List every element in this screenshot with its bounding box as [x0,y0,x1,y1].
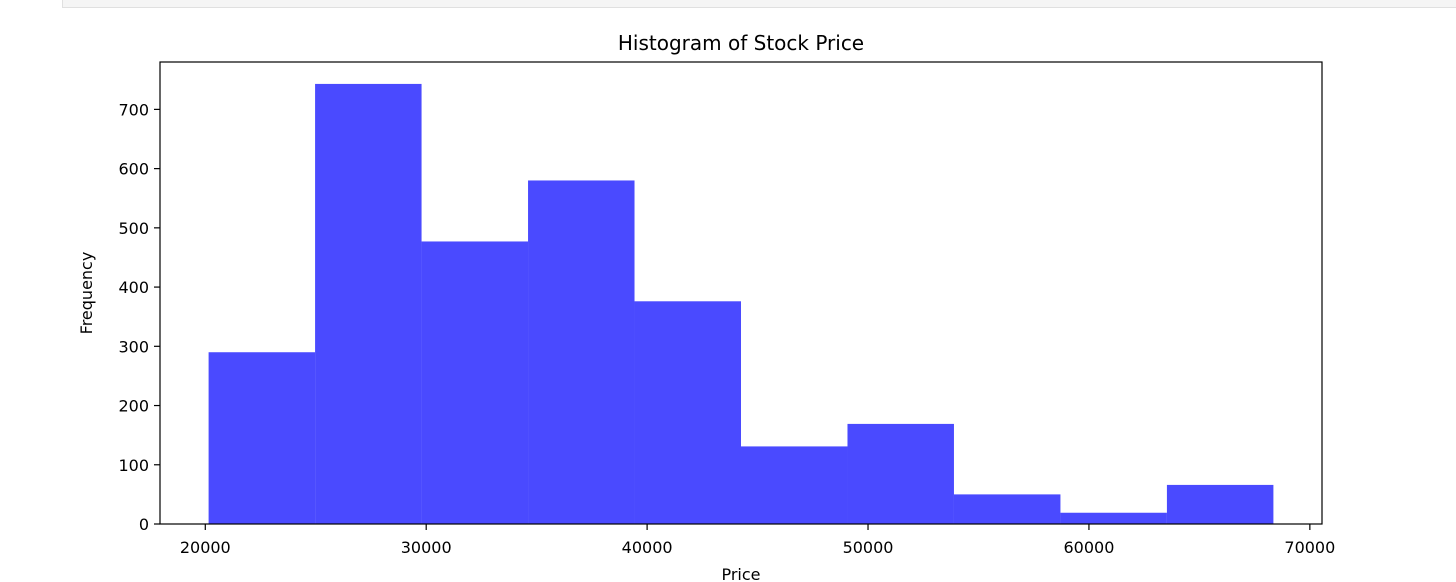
y-tick-label: 500 [118,219,149,238]
histogram-bar-8 [953,494,1061,524]
y-axis-label: Frequency [77,252,96,335]
y-tick-label: 0 [139,515,149,534]
x-tick-label: 50000 [843,538,894,557]
y-tick-label: 600 [118,160,149,179]
histogram-bar-6 [741,446,848,524]
histogram-bar-4 [528,180,635,524]
x-tick-label: 60000 [1063,538,1114,557]
y-axis-ticks: 0 100 200 300 400 500 600 700 [118,100,160,534]
histogram-bar-7 [847,423,954,524]
y-tick-label: 300 [118,337,149,356]
plot-frame [159,61,1323,525]
y-tick-label: 100 [118,456,149,475]
y-tick-label: 200 [118,397,149,416]
previous-cell-output [62,0,1456,8]
x-tick-label: 20000 [180,538,231,557]
y-tick-label: 700 [118,100,149,119]
histogram-bar-5 [634,301,741,524]
histogram-bars [208,83,1274,525]
x-tick-label: 70000 [1284,538,1335,557]
x-axis-label: Price [721,565,760,582]
y-tick-label: 400 [118,278,149,297]
histogram-bar-9 [1060,512,1167,524]
chart-title: Histogram of Stock Price [618,31,864,55]
histogram-bar-2 [315,83,422,525]
histogram-bar-3 [421,241,529,524]
histogram-bar-1 [208,352,316,524]
x-axis-ticks: 20000 30000 40000 50000 60000 70000 [180,524,1335,557]
x-tick-label: 30000 [401,538,452,557]
histogram-bar-10 [1166,484,1274,524]
x-tick-label: 40000 [622,538,673,557]
